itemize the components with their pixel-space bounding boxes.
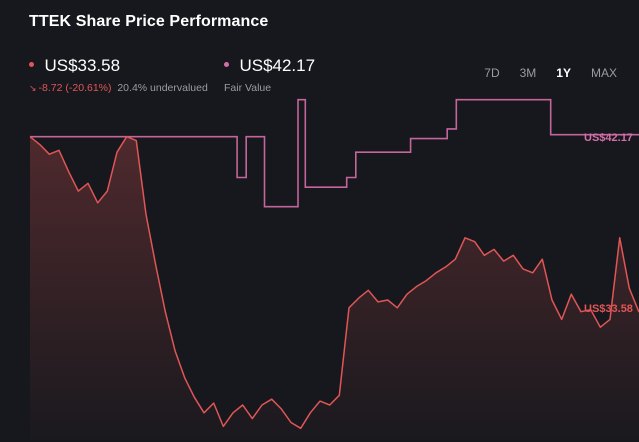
fair-value-line xyxy=(30,98,639,208)
fair-value-dot-icon xyxy=(224,61,229,67)
fair-value-label: Fair Value xyxy=(224,82,272,94)
fair-value-block: US$42.17 Fair Value xyxy=(224,56,315,94)
price-tag: US$33.58 xyxy=(584,303,633,315)
price-change-value: -8.72 (-20.61%) xyxy=(38,82,112,94)
timeframe-3m[interactable]: 3M xyxy=(519,66,537,80)
current-price-value: US$33.58 xyxy=(44,56,121,75)
valuation-text: 20.4% undervalued xyxy=(117,82,208,94)
fair-value-tag-label: US$42.17 xyxy=(584,132,633,144)
price-area xyxy=(30,136,639,440)
timeframe-selector: 7D 3M 1Y MAX xyxy=(474,66,627,80)
timeframe-1y[interactable]: 1Y xyxy=(556,66,571,80)
fair-value-tag: US$42.17 xyxy=(584,132,633,144)
timeframe-7d[interactable]: 7D xyxy=(484,66,500,80)
current-price-block: US$33.58 ↘ -8.72 (-20.61%) 20.4% underval… xyxy=(29,56,208,94)
price-dot-icon xyxy=(29,61,34,67)
fair-value-value: US$42.17 xyxy=(239,56,316,75)
price-line xyxy=(29,135,639,430)
timeframe-max[interactable]: MAX xyxy=(590,66,617,80)
price-change: ↘ -8.72 (-20.61%) xyxy=(29,82,112,94)
price-sub-row: ↘ -8.72 (-20.61%) 20.4% undervalued xyxy=(29,82,208,94)
price-tag-label: US$33.58 xyxy=(584,303,633,315)
down-arrow-icon: ↘ xyxy=(29,83,37,93)
page-title: TTEK Share Price Performance xyxy=(29,13,269,30)
